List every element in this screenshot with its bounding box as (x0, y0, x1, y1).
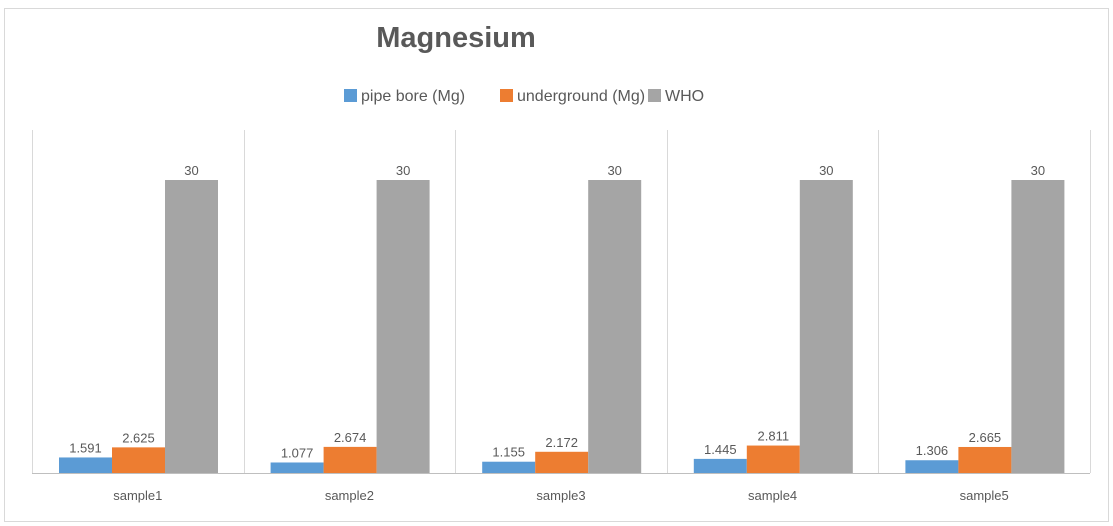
data-label-who-sample3: 30 (607, 163, 621, 178)
bar-who-sample3 (588, 180, 642, 473)
bar-underground-mg-sample2 (323, 446, 377, 473)
bar-underground-mg-sample3 (535, 451, 589, 473)
data-label-underground-mg-sample5: 2.665 (969, 430, 1002, 445)
data-label-underground-mg-sample2: 2.674 (334, 430, 367, 445)
data-label-pipe-bore-mg-sample5: 1.306 (916, 443, 949, 458)
x-tick-label-sample5: sample5 (960, 488, 1009, 503)
bar-who-sample4 (799, 180, 853, 473)
chart-title: Magnesium (376, 22, 536, 54)
bar-underground-mg-sample4 (746, 445, 800, 473)
legend-label-who: WHO (665, 88, 704, 105)
data-label-underground-mg-sample1: 2.625 (122, 430, 155, 445)
x-tick-labels: sample1 sample2 sample3 sample4 sample5 (113, 488, 1009, 503)
data-label-who-sample4: 30 (819, 163, 833, 178)
data-label-underground-mg-sample4: 2.811 (758, 429, 790, 444)
x-tick-label-sample4: sample4 (748, 488, 797, 503)
bar-who-sample1 (165, 180, 218, 473)
data-label-underground-mg-sample3: 2.172 (545, 435, 578, 450)
legend-swatch-pipe-bore-mg (344, 89, 357, 102)
data-label-pipe-bore-mg-sample2: 1.077 (281, 445, 314, 460)
legend: pipe bore (Mg) underground (Mg) WHO (344, 88, 704, 105)
data-label-who-sample1: 30 (184, 163, 198, 178)
data-label-pipe-bore-mg-sample4: 1.445 (704, 442, 737, 457)
chart-frame (4, 8, 1109, 522)
bar-pipe-bore-mg-sample4 (693, 458, 747, 473)
x-tick-label-sample2: sample2 (325, 488, 374, 503)
bar-who-sample5 (1011, 180, 1065, 473)
data-label-pipe-bore-mg-sample3: 1.155 (492, 445, 525, 460)
legend-swatch-underground-mg (500, 89, 513, 102)
legend-swatch-who (648, 89, 661, 102)
bar-who-sample2 (376, 180, 430, 473)
x-tick-label-sample3: sample3 (536, 488, 585, 503)
bar-pipe-bore-mg-sample3 (482, 461, 536, 473)
category-gridlines (32, 130, 1091, 473)
bar-underground-mg-sample5 (958, 446, 1012, 473)
bars-group (59, 180, 1065, 473)
legend-label-underground-mg: underground (Mg) (517, 88, 645, 105)
x-tick-label-sample1: sample1 (113, 488, 162, 503)
data-label-who-sample5: 30 (1031, 163, 1045, 178)
legend-label-pipe-bore-mg: pipe bore (Mg) (361, 88, 465, 105)
data-label-pipe-bore-mg-sample1: 1.591 (69, 440, 102, 455)
bar-pipe-bore-mg-sample1 (59, 457, 112, 473)
bar-underground-mg-sample1 (112, 447, 165, 473)
data-labels-group: 1.591 2.625 30 1.077 2.674 30 1.155 2.172 30 1.44… (69, 163, 1045, 460)
data-label-who-sample2: 30 (396, 163, 410, 178)
bar-pipe-bore-mg-sample2 (270, 462, 324, 473)
bar-pipe-bore-mg-sample5 (905, 460, 959, 473)
